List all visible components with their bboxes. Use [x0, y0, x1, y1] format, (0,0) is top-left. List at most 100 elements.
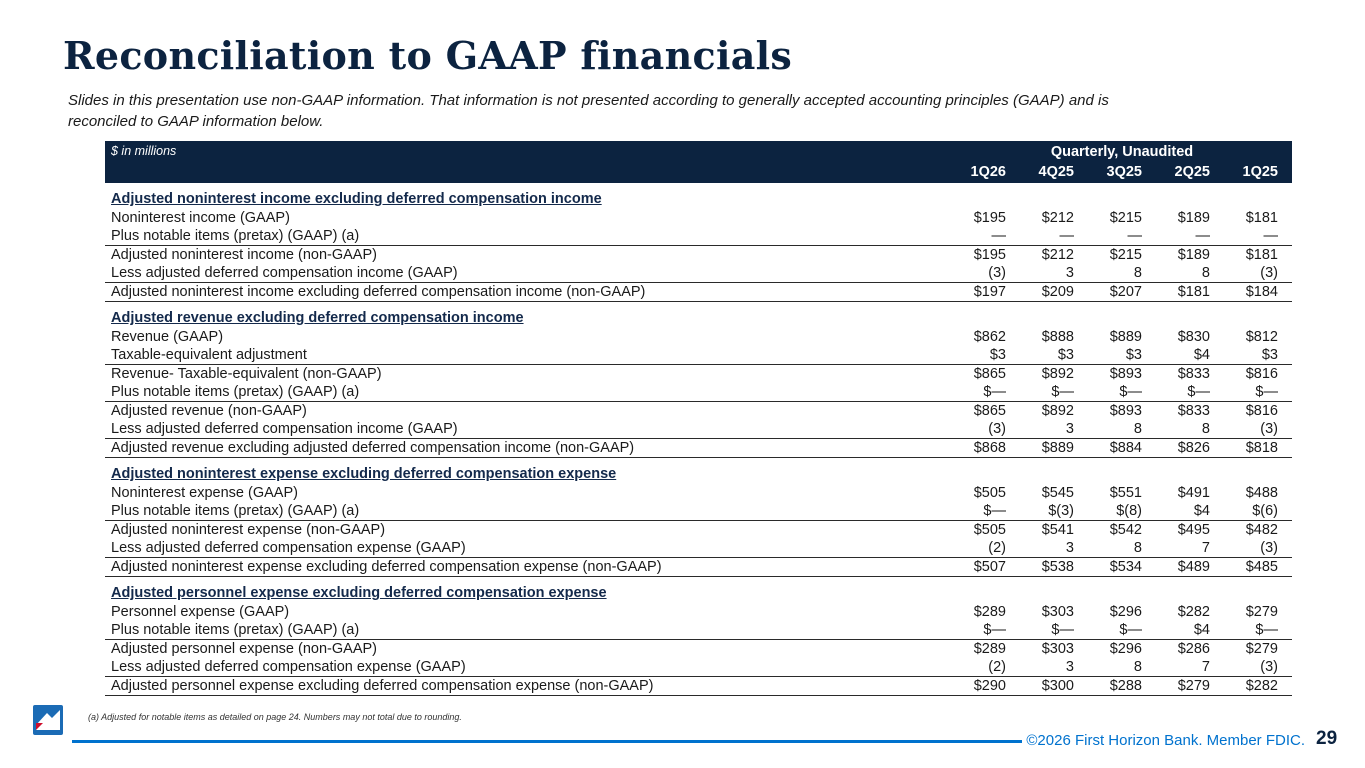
cell-value: $286 — [1177, 641, 1210, 657]
table-row: Plus notable items (pretax) (GAAP) (a) $—… — [105, 621, 1292, 640]
cell-value: $215 — [1109, 210, 1142, 226]
cell-value: 8 — [1088, 539, 1156, 558]
cell-value: $507 — [952, 557, 1020, 577]
cell-value: $195 — [973, 210, 1006, 226]
cell-value: $865 — [973, 366, 1006, 382]
cell-value: $542 — [1109, 522, 1142, 538]
footnote: (a) Adjusted for notable items as detail… — [88, 712, 462, 722]
cell-value: $197 — [952, 282, 1020, 302]
cell-value: (3) — [1224, 420, 1292, 439]
cell-value: $290 — [952, 676, 1020, 696]
cell-value: $482 — [1245, 522, 1278, 538]
row-label: Adjusted revenue (non-GAAP) — [111, 403, 307, 419]
cell-value: $816 — [1245, 403, 1278, 419]
row-label: Revenue- Taxable-equivalent (non-GAAP) — [111, 366, 382, 382]
cell-value: $289 — [973, 641, 1006, 657]
cell-value: $189 — [1177, 247, 1210, 263]
row-label: Noninterest income (GAAP) — [111, 210, 290, 226]
column-header: 4Q25 — [1020, 160, 1088, 183]
cell-value: — — [1156, 227, 1224, 246]
cell-value: 3 — [1020, 420, 1088, 439]
cell-value: 8 — [1088, 264, 1156, 283]
cell-value: $4 — [1156, 346, 1224, 365]
cell-value: $289 — [973, 604, 1006, 620]
cell-value: $538 — [1020, 557, 1088, 577]
page-title: Reconciliation to GAAP financials — [63, 33, 793, 78]
cell-value: $279 — [1245, 641, 1278, 657]
page-number: 29 — [1316, 728, 1338, 749]
cell-value: $534 — [1088, 557, 1156, 577]
cell-value: — — [1224, 227, 1292, 246]
table-row: Noninterest income (GAAP) $195 $212 $215 $18… — [105, 209, 1292, 227]
cell-value: $868 — [952, 438, 1020, 458]
cell-value: $489 — [1156, 557, 1224, 577]
cell-value: $181 — [1245, 247, 1278, 263]
section-heading-row: Adjusted noninterest income excluding de… — [105, 183, 1292, 209]
table-row: Adjusted personnel expense (non-GAAP) $28… — [105, 640, 1292, 659]
table-row: Adjusted personnel expense excluding def… — [105, 676, 1292, 696]
row-label: Adjusted personnel expense excluding def… — [105, 676, 952, 696]
cell-value: 3 — [1020, 539, 1088, 558]
table-row: Less adjusted deferred compensation expe… — [105, 658, 1292, 677]
footer-divider — [72, 740, 1022, 743]
cell-value: 3 — [1020, 658, 1088, 677]
cell-value: $279 — [1156, 676, 1224, 696]
table-row: Adjusted noninterest income (non-GAAP) $1… — [105, 246, 1292, 265]
section-heading-row: Adjusted revenue excluding deferred comp… — [105, 302, 1292, 329]
cell-value: (2) — [952, 539, 1020, 558]
row-label: Taxable-equivalent adjustment — [105, 346, 952, 365]
cell-value: $(3) — [1020, 502, 1088, 521]
cell-value: $812 — [1245, 329, 1278, 345]
table-row: Plus notable items (pretax) (GAAP) (a) $—… — [105, 502, 1292, 521]
table-header: $ in millions Quarterly, Unaudited 1Q26 4… — [105, 141, 1292, 183]
section-heading: Adjusted noninterest expense excluding d… — [111, 466, 617, 482]
table-row: Adjusted revenue (non-GAAP) $865 $892 $893 $… — [105, 402, 1292, 421]
section-heading: Adjusted revenue excluding deferred comp… — [111, 310, 524, 326]
cell-value: $288 — [1088, 676, 1156, 696]
cell-value: $209 — [1020, 282, 1088, 302]
row-label: Less adjusted deferred compensation inco… — [105, 420, 952, 439]
cell-value: $195 — [973, 247, 1006, 263]
cell-value: $889 — [1109, 329, 1142, 345]
cell-value: 3 — [1020, 264, 1088, 283]
table-row: Taxable-equivalent adjustment $3 $3 $3 $4 $3 — [105, 346, 1292, 365]
row-label: Adjusted personnel expense (non-GAAP) — [111, 641, 377, 657]
cell-value: $495 — [1177, 522, 1210, 538]
cell-value: $826 — [1156, 438, 1224, 458]
section-heading: Adjusted noninterest income excluding de… — [111, 191, 602, 207]
cell-value: $— — [952, 502, 1020, 521]
cell-value: 8 — [1156, 264, 1224, 283]
cell-value: $889 — [1020, 438, 1088, 458]
cell-value: 7 — [1156, 658, 1224, 677]
cell-value: $207 — [1088, 282, 1156, 302]
cell-value: $300 — [1020, 676, 1088, 696]
column-header-spacer — [105, 160, 952, 183]
cell-value: $— — [1156, 383, 1224, 402]
cell-value: $3 — [1020, 346, 1088, 365]
gaap-reconciliation-table: $ in millions Quarterly, Unaudited 1Q26 4… — [105, 141, 1292, 696]
row-label: Plus notable items (pretax) (GAAP) (a) — [105, 227, 952, 246]
row-label: Plus notable items (pretax) (GAAP) (a) — [105, 502, 952, 521]
table-row: Noninterest expense (GAAP) $505 $545 $551 $4… — [105, 484, 1292, 502]
cell-value: $(6) — [1224, 502, 1292, 521]
cell-value: $181 — [1156, 282, 1224, 302]
row-label: Less adjusted deferred compensation inco… — [105, 264, 952, 283]
table-row: Less adjusted deferred compensation inco… — [105, 420, 1292, 439]
cell-value: — — [1088, 227, 1156, 246]
table-body: Adjusted noninterest income excluding de… — [105, 183, 1292, 696]
cell-value: $485 — [1224, 557, 1292, 577]
cell-value: $303 — [1041, 604, 1074, 620]
quarterly-unaudited-label: Quarterly, Unaudited — [952, 141, 1292, 160]
row-label: Adjusted noninterest expense excluding d… — [105, 557, 952, 577]
row-label: Adjusted noninterest income excluding de… — [105, 282, 952, 302]
cell-value: $488 — [1245, 485, 1278, 501]
cell-value: 8 — [1156, 420, 1224, 439]
row-label: Less adjusted deferred compensation expe… — [105, 539, 952, 558]
cell-value: $212 — [1041, 247, 1074, 263]
cell-value: $184 — [1224, 282, 1292, 302]
cell-value: $3 — [1224, 346, 1292, 365]
first-horizon-logo-icon — [33, 705, 63, 735]
cell-value: $833 — [1177, 403, 1210, 419]
cell-value: $505 — [973, 522, 1006, 538]
cell-value: $282 — [1224, 676, 1292, 696]
